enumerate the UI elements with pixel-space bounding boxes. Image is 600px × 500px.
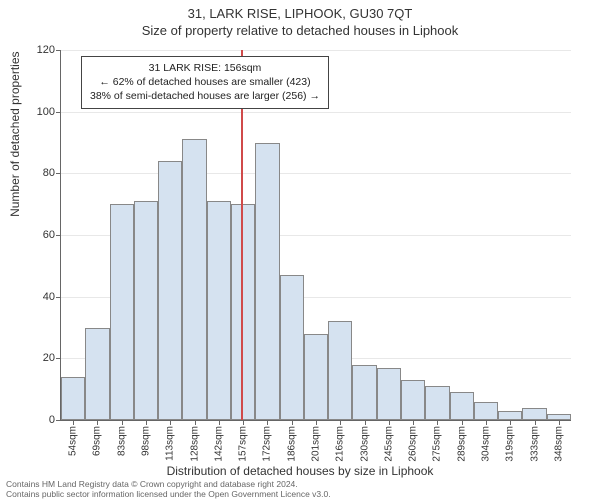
footer-line2: Contains public sector information licen…: [6, 489, 331, 499]
x-tick-label: 128sqm: [189, 426, 200, 462]
grid-line: [61, 112, 571, 113]
x-tick-label: 98sqm: [141, 426, 152, 456]
histogram-bar: [110, 204, 134, 420]
x-tickmark: [97, 420, 98, 425]
histogram-bar: [425, 386, 449, 420]
footer-line1: Contains HM Land Registry data © Crown c…: [6, 479, 331, 489]
x-tick-label: 245sqm: [383, 426, 394, 462]
sub-title: Size of property relative to detached ho…: [0, 21, 600, 38]
x-tickmark: [219, 420, 220, 425]
histogram-bar: [498, 411, 522, 420]
grid-line: [61, 173, 571, 174]
histogram-bar: [134, 201, 158, 420]
x-tick-label: 172sqm: [262, 426, 273, 462]
x-tick-label: 83sqm: [116, 426, 127, 456]
footer-attribution: Contains HM Land Registry data © Crown c…: [6, 479, 331, 499]
x-tickmark: [462, 420, 463, 425]
histogram-bar: [280, 275, 304, 420]
histogram-bar: [352, 365, 376, 421]
x-tickmark: [267, 420, 268, 425]
annotation-line3: 38% of semi-detached houses are larger (…: [90, 89, 320, 103]
x-tick-label: 260sqm: [408, 426, 419, 462]
x-tickmark: [122, 420, 123, 425]
histogram-bar: [377, 368, 401, 420]
x-tickmark: [365, 420, 366, 425]
histogram-bar: [328, 321, 352, 420]
x-tickmark: [73, 420, 74, 425]
histogram-bar: [450, 392, 474, 420]
x-tick-label: 157sqm: [238, 426, 249, 462]
histogram-bar: [158, 161, 182, 420]
x-tick-label: 186sqm: [286, 426, 297, 462]
histogram-bar: [61, 377, 85, 420]
x-axis-label: Distribution of detached houses by size …: [0, 464, 600, 478]
histogram-bar: [401, 380, 425, 420]
x-tickmark: [292, 420, 293, 425]
x-tick-label: 113sqm: [165, 426, 176, 461]
x-tickmark: [559, 420, 560, 425]
x-tickmark: [316, 420, 317, 425]
x-tick-label: 69sqm: [92, 426, 103, 456]
x-tick-label: 201sqm: [311, 426, 322, 462]
x-tickmark: [340, 420, 341, 425]
plot-area: 02040608010012054sqm69sqm83sqm98sqm113sq…: [60, 50, 571, 421]
main-title: 31, LARK RISE, LIPHOOK, GU30 7QT: [0, 0, 600, 21]
x-tickmark: [243, 420, 244, 425]
x-tick-label: 304sqm: [481, 426, 492, 462]
histogram-bar: [522, 408, 546, 420]
x-tick-label: 230sqm: [359, 426, 370, 462]
x-tickmark: [510, 420, 511, 425]
x-tick-label: 289sqm: [456, 426, 467, 462]
x-tick-label: 54sqm: [68, 426, 79, 456]
annotation-box: 31 LARK RISE: 156sqm ← 62% of detached h…: [81, 56, 329, 109]
histogram-bar: [85, 328, 109, 421]
y-tick-label: 0: [25, 414, 61, 426]
y-tick-label: 100: [25, 106, 61, 118]
x-tickmark: [535, 420, 536, 425]
y-tick-label: 20: [25, 352, 61, 364]
y-axis-label: Number of detached properties: [8, 51, 22, 216]
y-tick-label: 60: [25, 229, 61, 241]
x-tickmark: [170, 420, 171, 425]
x-tick-label: 216sqm: [335, 426, 346, 462]
x-tick-label: 275sqm: [432, 426, 443, 462]
x-tick-label: 142sqm: [213, 426, 224, 462]
histogram-bar: [182, 139, 206, 420]
x-tick-label: 319sqm: [505, 426, 516, 462]
annotation-line1: 31 LARK RISE: 156sqm: [90, 61, 320, 75]
histogram-bar: [304, 334, 328, 420]
histogram-bar: [474, 402, 498, 421]
x-tickmark: [486, 420, 487, 425]
histogram-bar: [255, 143, 279, 421]
y-tick-label: 120: [25, 44, 61, 56]
x-tickmark: [389, 420, 390, 425]
x-tick-label: 348sqm: [553, 426, 564, 462]
histogram-bar: [207, 201, 231, 420]
annotation-line2: ← 62% of detached houses are smaller (42…: [90, 75, 320, 89]
y-tick-label: 40: [25, 291, 61, 303]
histogram-bar: [231, 204, 255, 420]
grid-line: [61, 50, 571, 51]
x-tick-label: 333sqm: [529, 426, 540, 462]
x-tickmark: [146, 420, 147, 425]
x-tickmark: [413, 420, 414, 425]
chart-container: 31, LARK RISE, LIPHOOK, GU30 7QT Size of…: [0, 0, 600, 500]
x-tickmark: [437, 420, 438, 425]
x-tickmark: [195, 420, 196, 425]
y-tick-label: 80: [25, 167, 61, 179]
